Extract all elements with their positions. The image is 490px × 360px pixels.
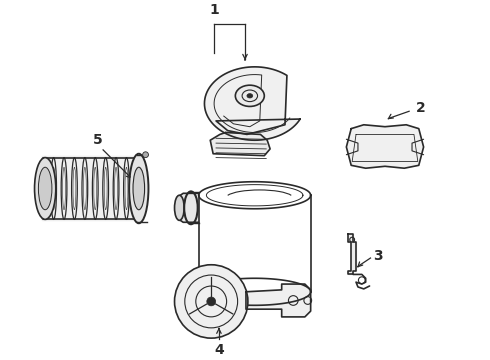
Ellipse shape <box>129 154 148 223</box>
Circle shape <box>174 265 248 338</box>
Circle shape <box>143 152 148 158</box>
FancyBboxPatch shape <box>41 156 139 221</box>
Polygon shape <box>177 193 198 222</box>
Text: 5: 5 <box>93 133 102 147</box>
Polygon shape <box>204 67 300 140</box>
Ellipse shape <box>34 158 56 219</box>
Ellipse shape <box>247 94 253 98</box>
Ellipse shape <box>133 167 145 210</box>
Polygon shape <box>210 132 270 156</box>
Polygon shape <box>348 234 356 274</box>
Polygon shape <box>346 125 423 168</box>
Text: 3: 3 <box>373 249 383 263</box>
Ellipse shape <box>174 195 184 220</box>
Ellipse shape <box>38 167 52 210</box>
Text: 1: 1 <box>209 3 219 17</box>
Polygon shape <box>246 284 311 317</box>
Text: 4: 4 <box>214 343 224 357</box>
Text: 2: 2 <box>416 102 426 115</box>
Ellipse shape <box>235 85 264 107</box>
Circle shape <box>207 297 216 306</box>
